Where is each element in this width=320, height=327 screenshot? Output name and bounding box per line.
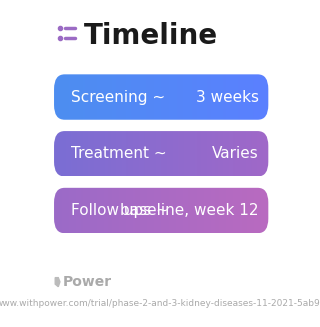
Text: Power: Power (62, 275, 111, 288)
Polygon shape (55, 278, 60, 287)
Text: Treatment ~: Treatment ~ (70, 146, 166, 161)
Text: www.withpower.com/trial/phase-2-and-3-kidney-diseases-11-2021-5ab9c: www.withpower.com/trial/phase-2-and-3-ki… (0, 299, 320, 308)
Text: Screening ~: Screening ~ (70, 90, 165, 105)
Text: 3 weeks: 3 weeks (196, 90, 259, 105)
Text: Follow ups ~: Follow ups ~ (70, 203, 168, 218)
Text: baseline, week 12: baseline, week 12 (120, 203, 259, 218)
Text: Varies: Varies (212, 146, 259, 161)
Text: Timeline: Timeline (84, 22, 218, 50)
